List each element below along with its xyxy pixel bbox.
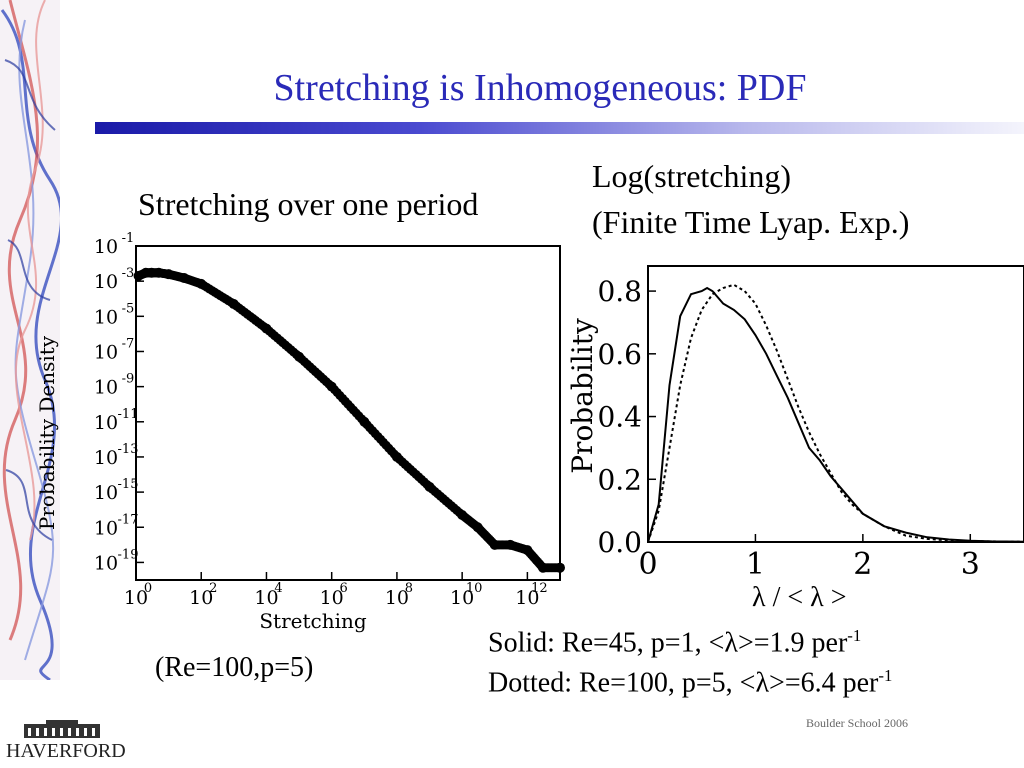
left-chart-caption: Stretching over one period [138, 186, 479, 222]
solid-series-line [647, 286, 1024, 543]
plot-frame [647, 265, 1024, 543]
legend-dotted-sup: -1 [878, 666, 893, 685]
x-tick-label: 1 [746, 547, 765, 582]
x-tick-exponent: 2 [209, 581, 217, 596]
y-tick-label: 10 [94, 517, 118, 539]
x-tick-label: 10 [450, 587, 474, 609]
y-tick-label: 10 [94, 447, 118, 469]
y-tick-exponent: -11 [118, 407, 139, 422]
x-tick-label: 2 [853, 547, 872, 582]
x-axis-label: Stretching [259, 609, 367, 633]
dotted-series-line [647, 283, 1024, 543]
legend-solid-line: Solid: Re=45, p=1, <λ>=1.9 per-1 [488, 626, 861, 659]
y-tick-label: 10 [94, 552, 118, 574]
data-point-fill [357, 414, 367, 424]
y-tick-label: 0.8 [597, 275, 642, 308]
decorative-flow-image [0, 0, 60, 680]
y-tick-label: 10 [94, 341, 118, 363]
y-tick-label: 0.6 [597, 338, 642, 371]
x-tick-label: 10 [254, 587, 278, 609]
x-tick-label: 10 [189, 587, 213, 609]
right-chart-caption-line2: (Finite Time Lyap. Exp.) [592, 204, 910, 240]
y-tick-exponent: -7 [122, 336, 135, 351]
y-tick-label: 10 [94, 412, 118, 434]
slide-title: Stretching is Inhomogeneous: PDF [273, 67, 807, 109]
left-chart-params: (Re=100,p=5) [155, 652, 314, 683]
x-tick-exponent: 6 [340, 581, 348, 596]
y-tick-label: 10 [94, 236, 118, 258]
logo-wordmark: HAVERFORD [6, 740, 126, 762]
x-tick-exponent: 12 [531, 581, 548, 596]
y-tick-exponent: -13 [118, 442, 139, 457]
y-tick-label: 10 [94, 482, 118, 504]
footer-text: Boulder School 2006 [806, 716, 908, 730]
y-tick-label: 0.4 [597, 401, 642, 434]
right-chart-caption-line1: Log(stretching) [592, 158, 792, 194]
x-tick-exponent: 0 [144, 581, 152, 596]
y-tick-label: 0.0 [597, 526, 642, 559]
x-tick-exponent: 8 [405, 581, 413, 596]
x-tick-label: 10 [385, 587, 409, 609]
x-tick-label: 10 [515, 587, 539, 609]
y-axis-label: Probability Density [35, 335, 59, 530]
y-tick-label: 10 [94, 306, 118, 328]
y-tick-label: 10 [94, 377, 118, 399]
y-tick-exponent: -19 [118, 547, 139, 562]
x-tick-label: 10 [124, 587, 148, 609]
x-tick-label: 0 [638, 547, 657, 582]
haverford-logo [24, 720, 100, 738]
legend-solid-text: Solid: Re=45, p=1, <λ>=1.9 per [488, 627, 848, 659]
y-tick-label: 0.2 [597, 463, 642, 496]
y-tick-exponent: -1 [122, 232, 135, 246]
lyapunov-pdf-chart: 0 1 2 3 0.0 0.2 0.4 0.6 0.8 Probability [566, 265, 1024, 582]
plot-frame [135, 245, 561, 581]
x-tick-exponent: 10 [466, 581, 483, 596]
right-chart-xlabel: λ / < λ > [752, 582, 847, 613]
data-point-fill [554, 563, 564, 573]
y-tick-exponent: -17 [118, 512, 139, 527]
x-tick-exponent: 4 [274, 581, 282, 596]
y-tick-exponent: -15 [118, 477, 139, 492]
x-tick-label: 3 [961, 547, 980, 582]
legend-solid-sup: -1 [847, 626, 862, 645]
legend-dotted-text: Dotted: Re=100, p=5, <λ>=6.4 per [488, 667, 879, 699]
y-tick-exponent: -9 [122, 372, 135, 387]
y-tick-exponent: -5 [122, 301, 135, 316]
title-underline-bar [95, 122, 1024, 134]
y-tick-label: 10 [94, 271, 118, 293]
y-tick-exponent: -3 [122, 266, 135, 281]
legend-dotted-line: Dotted: Re=100, p=5, <λ>=6.4 per-1 [488, 666, 892, 699]
x-tick-label: 10 [320, 587, 344, 609]
y-axis-label: Probability [566, 318, 599, 474]
